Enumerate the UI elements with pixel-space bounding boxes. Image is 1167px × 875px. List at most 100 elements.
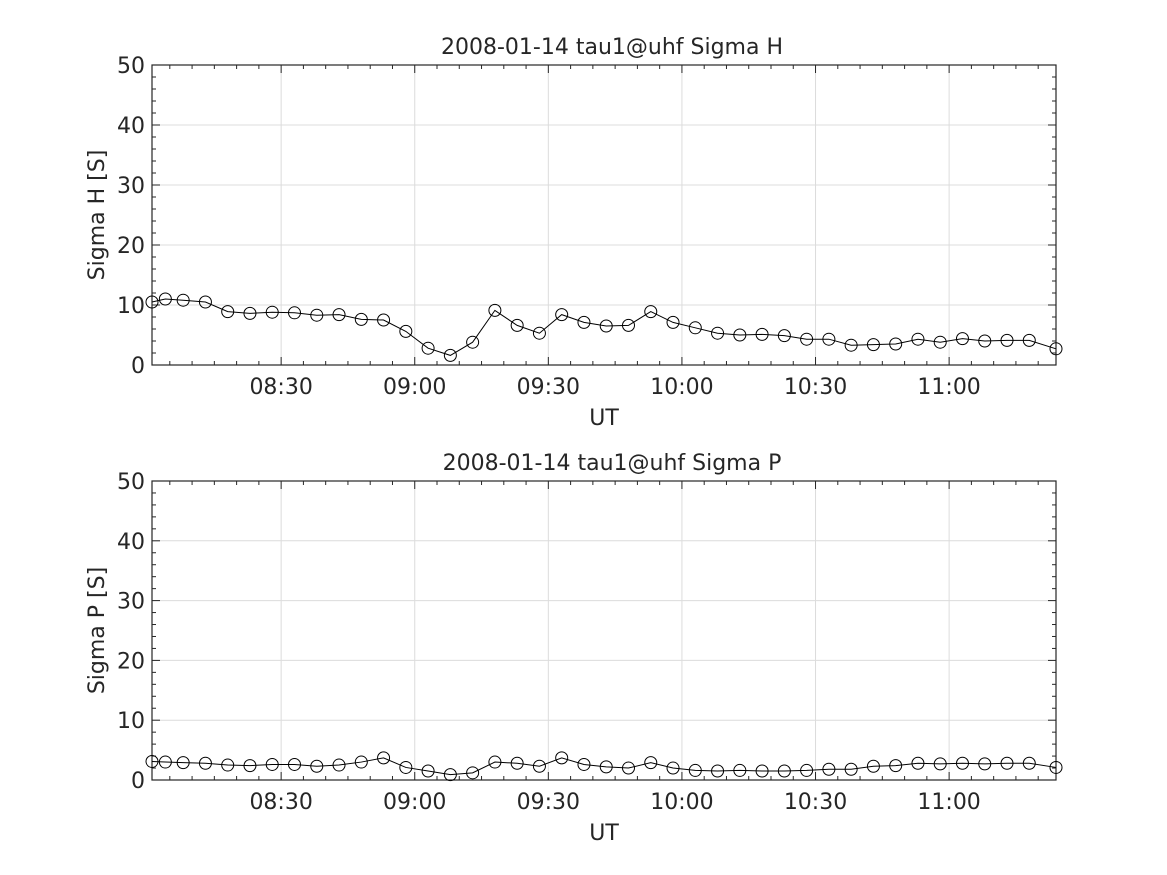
sigma-p-data-point — [644, 756, 658, 770]
sigma-h-y-axis-label: Sigma H [S] — [85, 150, 110, 281]
sigma-p-data-point — [198, 756, 212, 770]
sigma-p-data-point — [1000, 756, 1014, 770]
sigma-p-data-point — [666, 761, 680, 775]
sigma-h-data-point — [666, 315, 680, 329]
y-tick-label: 50 — [117, 470, 145, 495]
x-tick-label: 09:30 — [517, 375, 580, 400]
sigma-p-data-point — [978, 757, 992, 771]
sigma-p-y-axis-label: Sigma P [S] — [85, 567, 110, 694]
sigma-h-data-point — [978, 334, 992, 348]
sigma-h-data-point — [889, 337, 903, 351]
y-tick-label: 30 — [117, 590, 145, 615]
sigma-p-data-point — [488, 755, 502, 769]
x-tick-label: 11:00 — [917, 375, 980, 400]
sigma-p-data-point — [332, 758, 346, 772]
sigma-p-data-point — [733, 763, 747, 777]
sigma-p-data-point — [288, 757, 302, 771]
sigma-h-data-point — [310, 308, 324, 322]
sigma-h-data-point — [354, 312, 368, 326]
x-tick-label: 11:00 — [917, 790, 980, 815]
x-tick-label: 10:00 — [650, 375, 713, 400]
sigma-p-plot-area — [152, 481, 1056, 780]
sigma-h-data-point — [955, 332, 969, 346]
sigma-p-data-point — [955, 756, 969, 770]
sigma-h-data-point — [158, 292, 172, 306]
sigma-h-data-point — [198, 295, 212, 309]
sigma-h-x-axis-label: UT — [589, 406, 619, 431]
sigma-h-data-point — [866, 338, 880, 352]
sigma-h-data-point — [488, 303, 502, 317]
sigma-h-data-point — [577, 315, 591, 329]
sigma-h-data-point — [221, 305, 235, 319]
sigma-p-panel: 08:30 09:00 09:30 10:00 10:30 11:00 0 10 20 30 40 5… — [85, 451, 1063, 846]
sigma-p-data-point — [377, 751, 391, 765]
sigma-h-data-point — [1049, 342, 1063, 356]
sigma-h-data-point — [777, 329, 791, 343]
sigma-p-data-point — [354, 755, 368, 769]
sigma-p-data-point — [421, 764, 435, 778]
sigma-h-data-point — [332, 308, 346, 322]
sigma-h-data-point — [800, 332, 814, 346]
sigma-p-data-point — [532, 759, 546, 773]
sigma-p-chart-title: 2008-01-14 tau1@uhf Sigma P — [443, 451, 782, 476]
sigma-h-data-point — [555, 308, 569, 322]
y-tick-label: 30 — [117, 174, 145, 199]
x-tick-label: 08:30 — [249, 790, 312, 815]
sigma-p-data-point — [755, 764, 769, 778]
sigma-h-data-point — [421, 341, 435, 355]
sigma-p-x-axis-label: UT — [589, 821, 619, 846]
sigma-p-data-point — [265, 757, 279, 771]
x-tick-label: 09:30 — [517, 790, 580, 815]
sigma-h-data-point — [822, 332, 836, 346]
sigma-p-data-point — [221, 758, 235, 772]
sigma-p-data-point — [145, 754, 159, 768]
sigma-h-data-point — [688, 321, 702, 335]
y-tick-label: 20 — [117, 234, 145, 259]
sigma-p-series-line — [151, 757, 1057, 776]
sigma-h-data-point — [1022, 333, 1036, 347]
sigma-h-data-point — [644, 305, 658, 319]
sigma-p-data-point — [1022, 756, 1036, 770]
sigma-p-data-point — [243, 759, 257, 773]
sigma-p-data-point — [911, 756, 925, 770]
sigma-p-data-point — [466, 766, 480, 780]
y-tick-label: 40 — [117, 530, 145, 555]
sigma-h-data-point — [243, 306, 257, 320]
sigma-h-data-point — [933, 335, 947, 349]
sigma-h-data-point — [265, 305, 279, 319]
sigma-h-data-point — [599, 319, 613, 333]
x-tick-label: 09:00 — [383, 375, 446, 400]
sigma-h-series-line — [151, 298, 1057, 356]
sigma-p-data-point — [310, 759, 324, 773]
sigma-p-data-point — [599, 760, 613, 774]
x-tick-label: 10:30 — [784, 375, 847, 400]
sigma-p-data-point — [866, 759, 880, 773]
sigma-h-data-point — [176, 293, 190, 307]
y-tick-label: 10 — [117, 709, 145, 734]
sigma-p-data-point — [933, 757, 947, 771]
sigma-p-data-point — [555, 751, 569, 765]
y-tick-label: 50 — [117, 54, 145, 79]
sigma-h-data-point — [532, 326, 546, 340]
sigma-p-data-point — [399, 760, 413, 774]
sigma-h-data-point — [1000, 333, 1014, 347]
sigma-h-panel: 08:30 09:00 09:30 10:00 10:30 11:00 0 10 20 30 40 5… — [85, 35, 1063, 431]
sigma-h-data-point — [733, 328, 747, 342]
sigma-h-data-point — [755, 327, 769, 341]
sigma-p-data-point — [176, 756, 190, 770]
x-tick-label: 10:00 — [650, 790, 713, 815]
sigma-p-data-point — [443, 768, 457, 782]
sigma-h-data-point — [377, 313, 391, 327]
sigma-h-data-point — [288, 306, 302, 320]
sigma-p-data-point — [889, 759, 903, 773]
sigma-p-data-point — [1049, 760, 1063, 774]
sigma-p-data-point — [822, 762, 836, 776]
y-tick-label: 10 — [117, 294, 145, 319]
sigma-p-data-point — [711, 764, 725, 778]
sigma-h-chart-title: 2008-01-14 tau1@uhf Sigma H — [441, 35, 783, 60]
sigma-h-data-point — [145, 295, 159, 309]
sigma-h-data-point — [711, 326, 725, 340]
sigma-p-data-point — [158, 755, 172, 769]
sigma-p-data-point — [800, 763, 814, 777]
sigma-p-data-point — [777, 764, 791, 778]
